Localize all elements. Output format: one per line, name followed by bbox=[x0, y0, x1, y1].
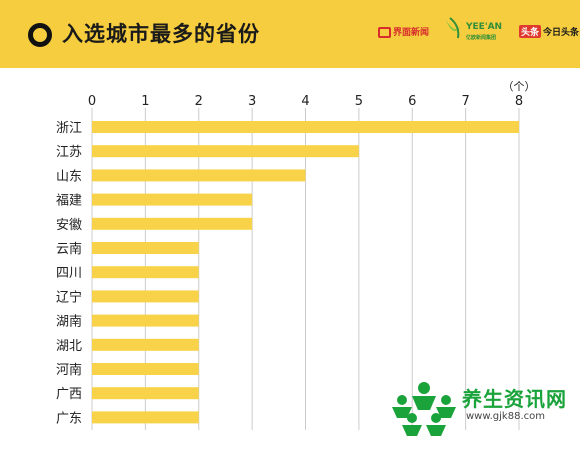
category-label-6: 四川 bbox=[56, 266, 82, 281]
toutiao-logo: 头条 今日头条 bbox=[519, 25, 579, 38]
category-label-10: 河南 bbox=[56, 362, 82, 378]
category-label-9: 湖北 bbox=[56, 339, 82, 354]
category-label-2: 山东 bbox=[56, 169, 82, 184]
bar-10 bbox=[92, 363, 199, 375]
tick-label-layer: 0 1 2 3 4 5 6 7 8 bbox=[88, 94, 523, 109]
bar-4 bbox=[92, 217, 253, 230]
bar-1 bbox=[92, 145, 359, 158]
bar-12 bbox=[92, 411, 199, 424]
jiemian-logo-text: 界面新闻 bbox=[393, 28, 430, 38]
watermark-text: 养生资讯网 bbox=[462, 387, 567, 411]
x-tick-label-6: 6 bbox=[408, 94, 416, 109]
category-label-3: 福建 bbox=[56, 194, 82, 209]
x-tick-label-2: 2 bbox=[195, 94, 203, 109]
bar-7 bbox=[92, 290, 199, 303]
x-tick-label-1: 1 bbox=[141, 94, 149, 109]
bar-2 bbox=[92, 169, 306, 182]
chart-title: 入选城市最多的省份 bbox=[62, 22, 260, 46]
x-tick-label-4: 4 bbox=[301, 94, 309, 109]
bar-6 bbox=[92, 266, 199, 279]
category-label-5: 云南 bbox=[56, 241, 82, 257]
category-label-8: 湖南 bbox=[56, 314, 82, 330]
bar-9 bbox=[92, 338, 199, 351]
x-tick-label-5: 5 bbox=[355, 94, 363, 109]
watermark-people-icon bbox=[392, 382, 456, 436]
yeean-leaf-icon: YEE'AN 亿欧新闻集团 bbox=[446, 17, 502, 41]
jiemian-logo: 界面新闻 bbox=[378, 25, 429, 38]
category-label-0: 浙江 bbox=[56, 121, 82, 136]
toutiao-logo-text: 今日头条 bbox=[543, 28, 580, 38]
bar-11 bbox=[92, 387, 199, 400]
bar-5 bbox=[92, 242, 199, 254]
x-tick-label-7: 7 bbox=[461, 94, 469, 109]
bar-8 bbox=[92, 314, 199, 327]
category-label-11: 广西 bbox=[56, 387, 82, 402]
x-tick-label-3: 3 bbox=[248, 94, 256, 109]
yeean-logo: YEE'AN 亿欧新闻集团 bbox=[444, 16, 504, 49]
grid-layer bbox=[91, 108, 520, 430]
category-label-7: 辽宁 bbox=[56, 289, 82, 305]
jiemian-box-icon bbox=[378, 27, 391, 38]
category-label-4: 安徽 bbox=[56, 218, 82, 233]
watermark-url: www.gjk88.com bbox=[466, 411, 545, 422]
bar-0 bbox=[92, 121, 519, 133]
x-tick-label-0: 0 bbox=[88, 94, 96, 109]
category-label-12: 广东 bbox=[56, 411, 82, 426]
bar-3 bbox=[92, 193, 253, 206]
yeean-logo-subtext: 亿欧新闻集团 bbox=[466, 34, 496, 41]
unit-label: （个） bbox=[503, 80, 536, 93]
toutiao-badge: 头条 bbox=[519, 25, 542, 38]
x-tick-label-8: 8 bbox=[515, 94, 523, 109]
category-label-1: 江苏 bbox=[56, 144, 82, 160]
header-bar: 入选城市最多的省份 界面新闻 YEE'AN 亿欧新闻集团 头条 今日头条 bbox=[0, 0, 580, 68]
circle-bullet-icon bbox=[28, 23, 52, 47]
yeean-logo-text: YEE'AN bbox=[465, 22, 502, 32]
bar-layer bbox=[92, 121, 519, 424]
